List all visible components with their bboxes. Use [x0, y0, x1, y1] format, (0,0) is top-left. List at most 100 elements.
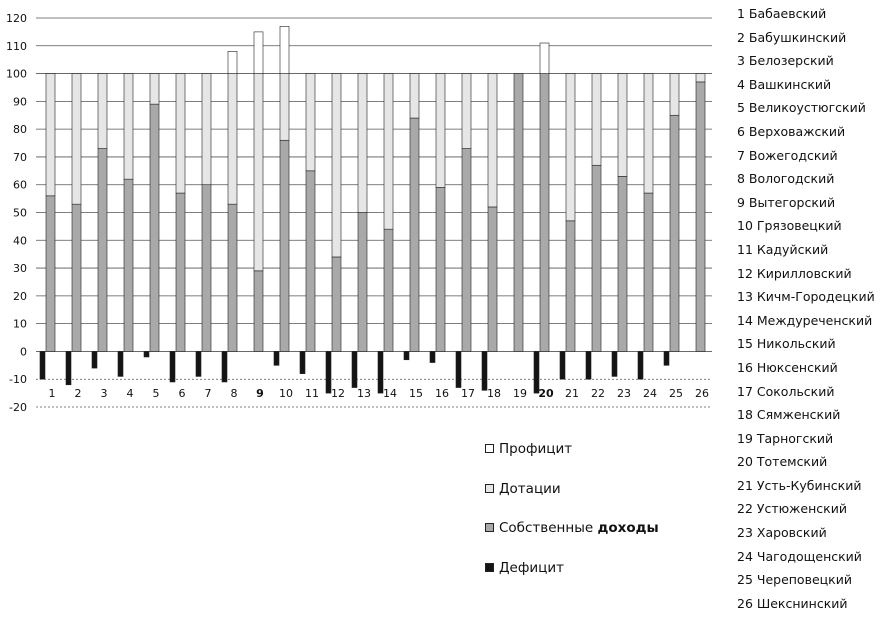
bar-own-revenue-13 [358, 213, 367, 352]
bar-deficit-1 [40, 351, 45, 379]
bar-surplus-20 [540, 43, 549, 74]
x-tick-label: 14 [383, 387, 397, 400]
bar-subsidies-8 [228, 74, 237, 205]
bar-own-revenue-21 [566, 221, 575, 352]
district-item: 10 Грязовецкий [737, 216, 875, 240]
bar-own-revenue-10 [280, 140, 289, 351]
bar-own-revenue-16 [436, 187, 445, 351]
bar-deficit-7 [196, 351, 201, 376]
x-tick-label: 13 [357, 387, 371, 400]
y-tick-label: 50 [13, 207, 27, 220]
bar-subsidies-3 [98, 74, 107, 149]
y-tick-label: 10 [13, 318, 27, 331]
bar-own-revenue-22 [592, 165, 601, 351]
legend-swatch-surplus [485, 444, 494, 453]
bar-own-revenue-9 [254, 271, 263, 352]
bar-deficit-11 [300, 351, 305, 373]
bar-deficit-23 [612, 351, 617, 376]
x-tick-label: 1 [49, 387, 56, 400]
y-tick-label: -20 [9, 401, 27, 414]
bar-deficit-15 [404, 351, 409, 359]
x-tick-label: 12 [331, 387, 345, 400]
bar-own-revenue-8 [228, 204, 237, 351]
legend-label-own-revenue-plain: Собственные [499, 520, 597, 536]
x-tick-label: 3 [101, 387, 108, 400]
bar-subsidies-6 [176, 74, 185, 193]
district-item: 7 Вожегодский [737, 146, 875, 170]
bar-own-revenue-1 [46, 196, 55, 352]
legend-swatch-subsidies [485, 484, 494, 493]
bar-own-revenue-19 [514, 74, 523, 352]
legend-item-own-revenue: Собственные доходы [485, 520, 659, 560]
bar-deficit-13 [352, 351, 357, 387]
bar-subsidies-12 [332, 74, 341, 257]
legend: Профицит Дотации Собственные доходы Дефи… [485, 441, 659, 599]
y-tick-label: 80 [13, 123, 27, 136]
district-item: 24 Чагодощенский [737, 547, 875, 571]
bar-own-revenue-7 [202, 185, 211, 352]
x-tick-label: 17 [461, 387, 475, 400]
x-tick-label: 11 [305, 387, 319, 400]
district-item: 8 Вологодский [737, 169, 875, 193]
bar-subsidies-1 [46, 74, 55, 196]
x-tick-label: 21 [565, 387, 579, 400]
bar-own-revenue-2 [72, 204, 81, 351]
bar-own-revenue-12 [332, 257, 341, 351]
bar-subsidies-23 [618, 74, 627, 177]
bar-subsidies-24 [644, 74, 653, 193]
bar-own-revenue-25 [670, 115, 679, 351]
district-item: 9 Вытегорский [737, 193, 875, 217]
bar-deficit-18 [482, 351, 487, 390]
bar-subsidies-13 [358, 74, 367, 213]
bar-subsidies-9 [254, 74, 263, 271]
bar-own-revenue-26 [696, 82, 705, 352]
legend-item-surplus: Профицит [485, 441, 659, 481]
x-tick-label: 18 [487, 387, 501, 400]
bar-subsidies-10 [280, 74, 289, 141]
legend-label-deficit: Дефицит [499, 560, 564, 576]
bar-subsidies-21 [566, 74, 575, 221]
bar-subsidies-7 [202, 74, 211, 185]
bar-own-revenue-17 [462, 149, 471, 352]
bar-own-revenue-24 [644, 193, 653, 351]
x-tick-label: 25 [669, 387, 683, 400]
district-item: 26 Шекснинский [737, 594, 875, 617]
x-tick-label: 22 [591, 387, 605, 400]
district-item: 11 Кадуйский [737, 240, 875, 264]
x-tick-label: 4 [127, 387, 134, 400]
bar-subsidies-14 [384, 74, 393, 230]
x-tick-label: 20 [538, 387, 554, 400]
district-item: 23 Харовский [737, 523, 875, 547]
bar-subsidies-17 [462, 74, 471, 149]
district-item: 25 Череповецкий [737, 570, 875, 594]
x-tick-label: 19 [513, 387, 527, 400]
legend-item-deficit: Дефицит [485, 560, 659, 600]
district-item: 13 Кичм-Городецкий [737, 287, 875, 311]
bar-deficit-8 [222, 351, 227, 382]
x-tick-label: 8 [231, 387, 238, 400]
bar-surplus-9 [254, 32, 263, 74]
bar-own-revenue-5 [150, 104, 159, 351]
bar-deficit-21 [560, 351, 565, 379]
x-tick-label: 5 [153, 387, 160, 400]
y-tick-label: 30 [13, 262, 27, 275]
bar-subsidies-4 [124, 74, 133, 180]
bar-subsidies-22 [592, 74, 601, 166]
district-list: 1 Бабаевский 2 Бабушкинский 3 Белозерский 4… [737, 4, 875, 617]
bar-subsidies-11 [306, 74, 315, 171]
bar-deficit-4 [118, 351, 123, 376]
bar-deficit-5 [144, 351, 149, 357]
bar-own-revenue-18 [488, 207, 497, 351]
bar-own-revenue-23 [618, 176, 627, 351]
district-item: 5 Великоустюгский [737, 98, 875, 122]
bar-deficit-6 [170, 351, 175, 382]
bar-own-revenue-6 [176, 193, 185, 351]
bar-subsidies-16 [436, 74, 445, 188]
bar-deficit-22 [586, 351, 591, 379]
bar-own-revenue-14 [384, 229, 393, 351]
bar-surplus-10 [280, 26, 289, 73]
y-tick-label: 100 [6, 68, 27, 81]
y-tick-label: 0 [20, 345, 27, 358]
bar-subsidies-26 [696, 74, 705, 82]
